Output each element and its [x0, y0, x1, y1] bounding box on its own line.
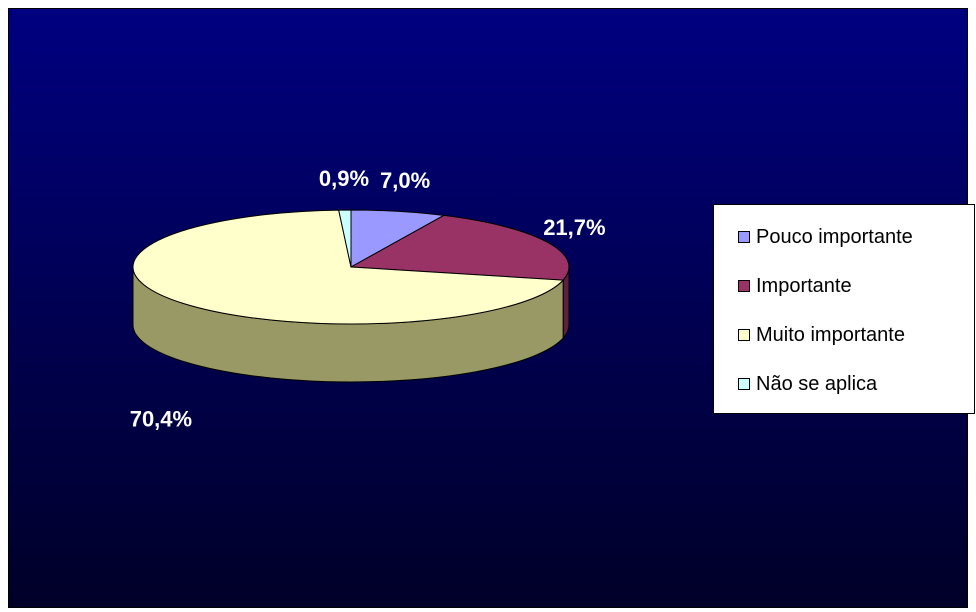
- chart-area: 7,0% 21,7% 70,4% 0,9% Pouco importante Impor…: [8, 8, 975, 608]
- legend-swatch: [738, 280, 750, 292]
- legend-item-importante: Importante: [738, 272, 852, 300]
- data-label-importante: 21,7%: [543, 215, 605, 240]
- legend-item-pouco-importante: Pouco importante: [738, 223, 913, 251]
- legend: Pouco importante Importante Muito importan…: [713, 204, 975, 414]
- legend-label: Muito importante: [756, 323, 905, 346]
- legend-item-muito-importante: Muito importante: [738, 321, 905, 349]
- data-label-muito-importante: 70,4%: [130, 407, 192, 432]
- legend-label: Não se aplica: [756, 372, 878, 395]
- data-label-nao-se-aplica: 0,9%: [319, 166, 369, 191]
- pie-chart: 7,0% 21,7% 70,4% 0,9%: [130, 166, 606, 432]
- pie-slice-nao-se-aplica: [338, 209, 352, 268]
- legend-swatch: [738, 231, 750, 243]
- legend-swatch: [738, 378, 750, 390]
- legend-label: Importante: [756, 274, 852, 297]
- legend-item-nao-se-aplica: Não se aplica: [738, 370, 877, 398]
- data-label-pouco-importante: 7,0%: [380, 168, 430, 193]
- pie-slice-importante: [349, 214, 570, 281]
- legend-label: Pouco importante: [756, 225, 913, 248]
- pie-slice-muito-importante: [132, 209, 565, 325]
- legend-swatch: [738, 329, 750, 341]
